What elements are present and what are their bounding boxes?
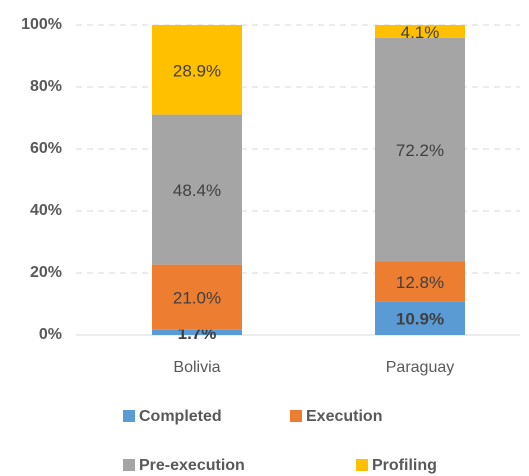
legend-label: Pre-execution (139, 457, 245, 474)
data-label: 28.9% (173, 61, 221, 80)
y-tick-label: 60% (30, 140, 62, 157)
bar-segment (375, 37, 465, 262)
y-tick-label: 100% (21, 16, 62, 33)
legend-label: Profiling (372, 457, 437, 474)
legend-swatch (123, 459, 135, 471)
bar-segment (375, 261, 465, 302)
bar-segment (152, 329, 242, 335)
bar-segment (375, 301, 465, 335)
x-tick-label: Paraguay (386, 359, 455, 376)
y-tick-label: 80% (30, 78, 62, 95)
x-tick-label: Bolivia (173, 359, 220, 376)
legend-label: Completed (139, 408, 222, 425)
data-label: 12.8% (396, 273, 444, 292)
bar-segment (375, 25, 465, 38)
legend-swatch (290, 410, 302, 422)
data-label: 21.0% (173, 289, 221, 308)
legend-swatch (356, 459, 368, 471)
bar-segment (152, 114, 242, 265)
y-tick-label: 20% (30, 264, 62, 281)
legend-label: Execution (306, 408, 382, 425)
y-tick-label: 0% (39, 326, 62, 343)
data-label: 4.1% (401, 23, 440, 42)
data-label: 72.2% (396, 141, 444, 160)
bar-segment (152, 264, 242, 330)
legend-swatch (123, 410, 135, 422)
data-label: 10.9% (396, 310, 444, 329)
data-label: 48.4% (173, 181, 221, 200)
bar-segment (152, 25, 242, 115)
y-tick-label: 40% (30, 202, 62, 219)
